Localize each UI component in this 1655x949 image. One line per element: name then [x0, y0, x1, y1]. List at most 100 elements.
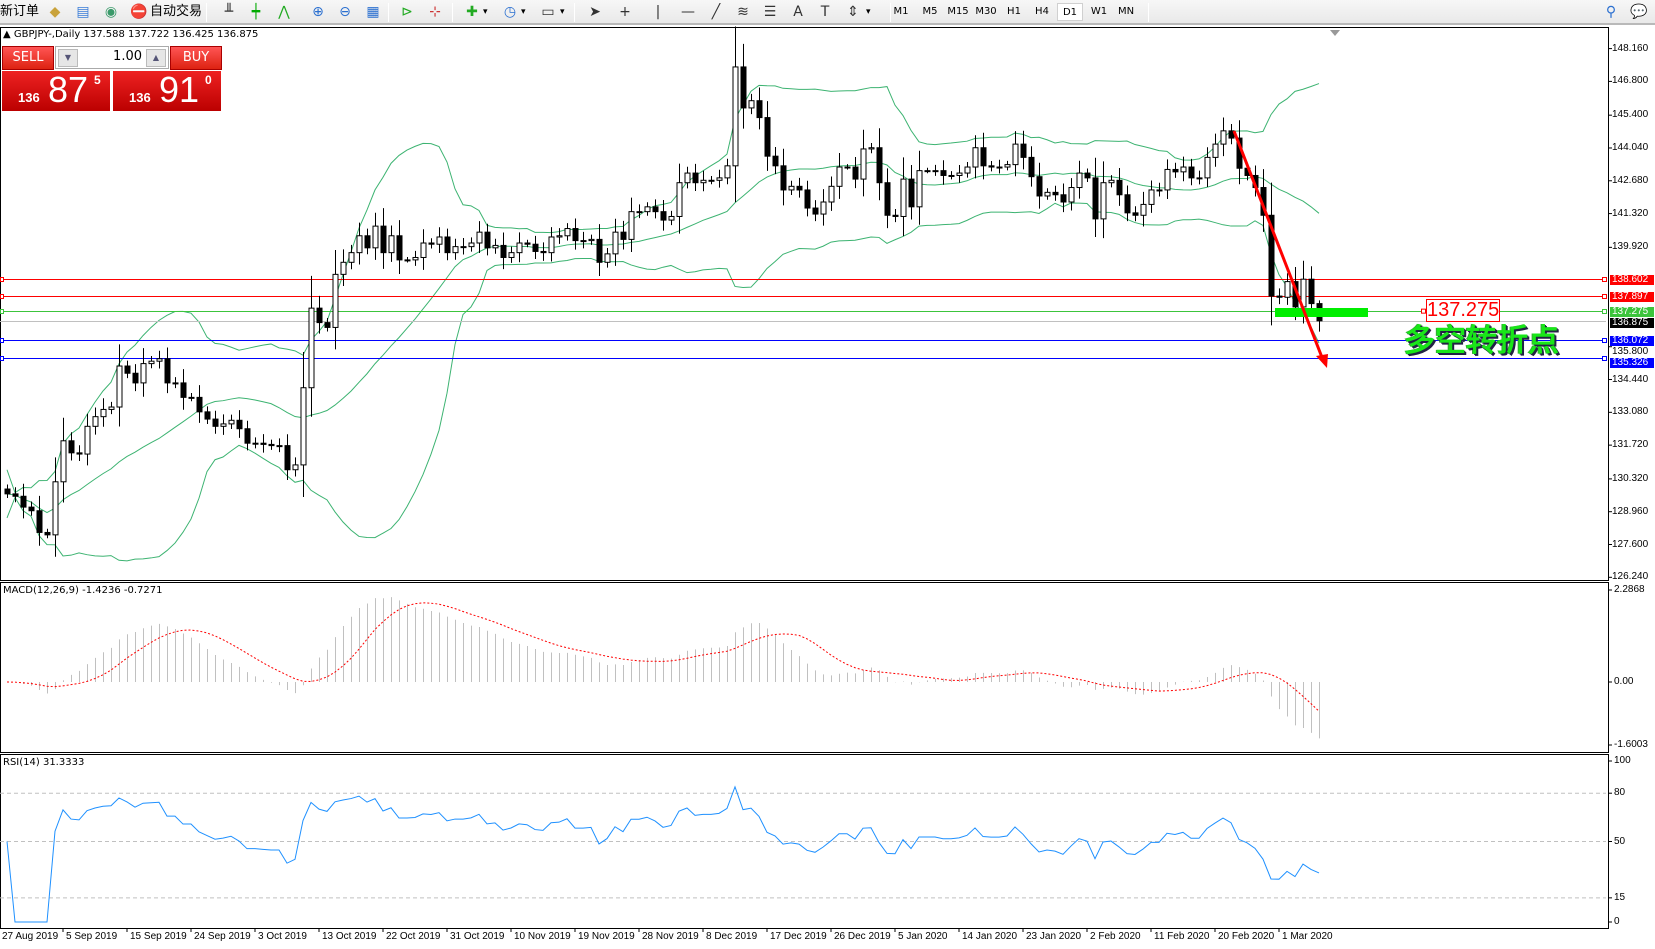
candle	[868, 142, 875, 154]
timeframe-m30[interactable]: M30	[975, 6, 997, 17]
navigator-icon[interactable]: ▤	[76, 4, 90, 20]
zoom-out-icon[interactable]: ⊖	[339, 4, 351, 20]
timeframe-d1[interactable]: D1	[1057, 3, 1083, 21]
candle	[492, 238, 499, 254]
sell-price-button[interactable]: 136 87 5	[2, 71, 110, 111]
channel-icon[interactable]: ☰	[763, 4, 777, 20]
date-axis-label: 26 Dec 2019	[834, 931, 891, 942]
line-handle-icon	[0, 309, 4, 314]
arrows-icon[interactable]: ⇕	[847, 4, 859, 20]
timeframe-h4[interactable]: H4	[1035, 6, 1049, 17]
lot-decrease-button[interactable]: ▼	[58, 49, 78, 67]
candle-body	[668, 215, 675, 221]
candle-body	[20, 495, 27, 508]
candle-body	[364, 235, 371, 249]
reversal-point-annotation[interactable]: 多空转折点	[1404, 323, 1559, 359]
indicators-icon[interactable]: ✚	[466, 4, 478, 20]
collapse-triangle-icon[interactable]: ▲	[3, 29, 14, 40]
lot-size-field[interactable]: ▼ 1.00 ▲	[55, 46, 169, 69]
candle	[68, 432, 75, 461]
price-line-label[interactable]: 135.326	[1610, 357, 1654, 368]
candle	[44, 528, 51, 539]
candle	[556, 228, 563, 244]
chat-icon[interactable]: 💬	[1630, 4, 1648, 20]
candle-body	[1116, 179, 1123, 196]
candle-body	[1100, 182, 1107, 220]
bar-chart-icon[interactable]: ╨	[224, 4, 234, 20]
dropdown-arrow-icon[interactable]: ▾	[521, 7, 526, 17]
auto-scroll-icon[interactable]: ⊹	[429, 4, 441, 20]
signals-icon[interactable]: ◉	[104, 4, 118, 20]
candle	[420, 229, 427, 270]
candle-body	[548, 236, 555, 254]
buy-button[interactable]: BUY	[170, 46, 222, 70]
templates-icon[interactable]: ▭	[541, 4, 555, 20]
candle	[228, 414, 235, 429]
price-line-label[interactable]: 136.875	[1610, 317, 1654, 328]
timeframe-m5[interactable]: M5	[922, 6, 938, 17]
candle	[204, 406, 211, 424]
cursor-icon[interactable]: ➤	[589, 4, 601, 20]
candle	[628, 197, 635, 253]
dropdown-arrow-icon[interactable]: ▾	[866, 7, 871, 17]
lot-value[interactable]: 1.00	[113, 49, 142, 64]
timeframe-m1[interactable]: M1	[893, 6, 909, 17]
auto-trading-icon[interactable]: ⛔	[130, 4, 148, 20]
chart-shift-icon[interactable]: ⊳	[401, 4, 413, 20]
price-line-label[interactable]: 138.602	[1610, 274, 1654, 285]
buy-price-button[interactable]: 136 91 0	[113, 71, 221, 111]
candle	[748, 93, 755, 115]
fibonacci-icon[interactable]: ≋	[737, 4, 749, 20]
candle-body	[724, 165, 731, 179]
candle-body	[980, 147, 987, 167]
candle-body	[92, 416, 99, 427]
zoom-in-icon[interactable]: ⊕	[312, 4, 324, 20]
trendline-icon[interactable]: ╱	[711, 4, 721, 20]
horizontal-line-icon[interactable]: —	[681, 4, 695, 20]
candle-body	[236, 419, 243, 430]
price-annotation-box[interactable]: 137.275	[1426, 299, 1500, 322]
candle-body	[1028, 156, 1035, 178]
periods-icon[interactable]: ◷	[503, 4, 517, 20]
dropdown-arrow-icon[interactable]: ▾	[483, 7, 488, 17]
timeframe-mn[interactable]: MN	[1117, 6, 1135, 17]
dropdown-arrow-icon[interactable]: ▾	[560, 7, 565, 17]
text-icon[interactable]: A	[793, 4, 803, 20]
candle-body	[1052, 191, 1059, 196]
price-line-label[interactable]: 137.275	[1610, 306, 1654, 317]
sell-button[interactable]: SELL	[2, 46, 54, 70]
price-line-label[interactable]: 137.897	[1610, 291, 1654, 302]
candle-body	[148, 360, 155, 365]
market-watch-icon[interactable]: ◆	[49, 4, 61, 20]
timeframe-m15[interactable]: M15	[947, 6, 969, 17]
candle-body	[1196, 177, 1203, 180]
date-axis-label: 5 Sep 2019	[66, 931, 118, 942]
new-order-button[interactable]: 新订单	[0, 4, 40, 19]
candle	[1092, 157, 1099, 238]
candle	[1084, 168, 1091, 183]
lot-increase-button[interactable]: ▲	[146, 49, 166, 67]
candle-body	[772, 155, 779, 167]
candle	[964, 162, 971, 178]
candlestick-icon[interactable]: ┿	[251, 4, 261, 20]
timeframe-h1[interactable]: H1	[1007, 6, 1021, 17]
price-line-label[interactable]: 136.072	[1610, 335, 1654, 346]
candle-body	[916, 170, 923, 208]
auto-trading-button[interactable]: 自动交易	[150, 4, 203, 19]
timeframe-w1[interactable]: W1	[1090, 6, 1108, 17]
search-icon[interactable]: ⚲	[1605, 4, 1617, 20]
candle-body	[1084, 172, 1091, 179]
crosshair-icon[interactable]: +	[619, 4, 631, 20]
candle	[52, 457, 59, 557]
candle	[1228, 123, 1235, 145]
candle-body	[1092, 177, 1099, 220]
text-label-icon[interactable]: T	[820, 4, 830, 20]
price-axis-label: 131.720	[1612, 439, 1649, 451]
vertical-line-icon[interactable]: |	[655, 4, 661, 20]
line-chart-icon[interactable]: ⋀	[278, 4, 290, 20]
sell-price-pips: 87	[48, 71, 89, 110]
tile-windows-icon[interactable]: ▦	[366, 4, 380, 20]
candle-body	[1148, 189, 1155, 205]
candle-body	[68, 440, 75, 454]
